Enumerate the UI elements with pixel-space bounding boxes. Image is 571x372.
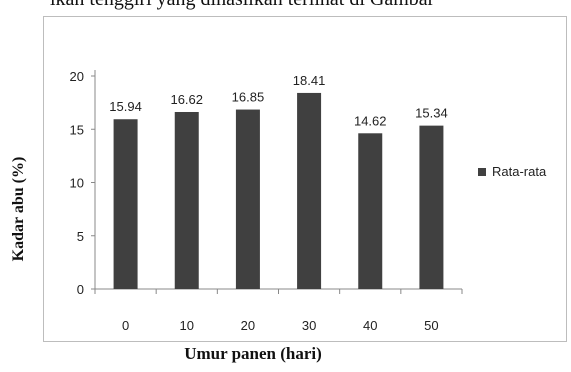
data-label: 14.62 (354, 113, 387, 128)
bar (358, 133, 383, 289)
data-label: 15.34 (415, 106, 448, 121)
y-tick-label: 20 (70, 69, 84, 84)
x-tick-label: 40 (363, 318, 377, 333)
x-tick-label: 50 (424, 318, 438, 333)
x-tick-label: 10 (180, 318, 194, 333)
bar (235, 109, 260, 289)
bar (174, 111, 199, 289)
y-tick-label: 0 (77, 282, 84, 297)
bar (113, 119, 138, 289)
data-label: 16.85 (232, 90, 265, 105)
bar (419, 125, 444, 289)
legend: Rata-rata (478, 164, 546, 179)
x-tick-label: 0 (122, 318, 129, 333)
bar (297, 92, 322, 289)
y-axis-label: Kadar abu (%) (10, 156, 27, 262)
x-axis-label: Umur panen (hari) (184, 344, 322, 363)
y-tick-label: 10 (70, 176, 84, 191)
y-tick-label: 5 (77, 229, 84, 244)
data-label: 18.41 (293, 73, 326, 88)
x-tick-label: 30 (302, 318, 316, 333)
y-tick-label: 15 (70, 122, 84, 137)
legend-label: Rata-rata (492, 164, 547, 179)
caption-text-fragment: ikan tenggiri yang dihasilkan terlihat d… (50, 0, 434, 11)
data-label: 15.94 (109, 99, 142, 114)
legend-swatch (478, 167, 486, 176)
x-tick-label: 20 (241, 318, 255, 333)
data-label: 16.62 (170, 92, 203, 107)
